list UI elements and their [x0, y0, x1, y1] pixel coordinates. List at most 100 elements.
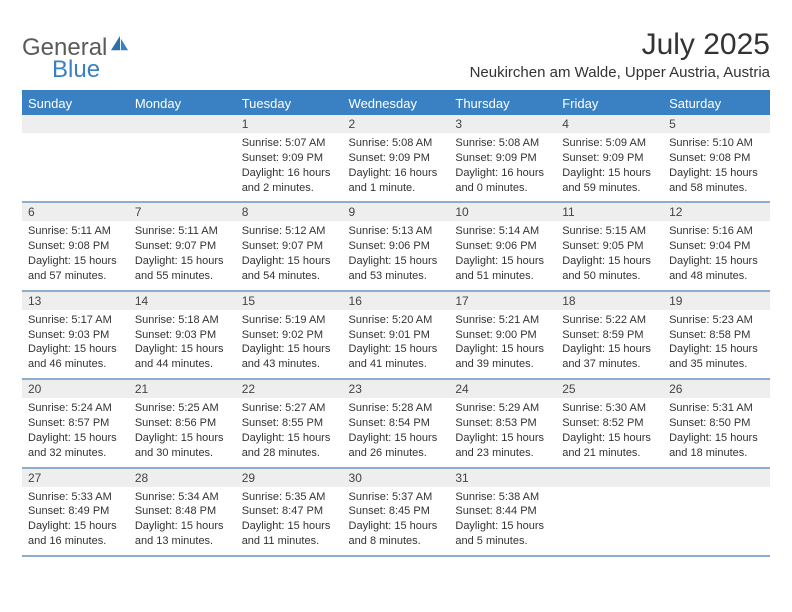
calendar-cell: 20Sunrise: 5:24 AMSunset: 8:57 PMDayligh…	[22, 379, 129, 467]
calendar-cell: 10Sunrise: 5:14 AMSunset: 9:06 PMDayligh…	[449, 202, 556, 290]
sunset-text: Sunset: 8:52 PM	[562, 416, 657, 431]
daylight-text: Daylight: 15 hours and 59 minutes.	[562, 166, 657, 196]
day-number: 30	[343, 469, 450, 487]
sunset-text: Sunset: 9:03 PM	[28, 328, 123, 343]
sunrise-text: Sunrise: 5:25 AM	[135, 401, 230, 416]
daylight-text: Daylight: 15 hours and 53 minutes.	[349, 254, 444, 284]
calendar-cell: 3Sunrise: 5:08 AMSunset: 9:09 PMDaylight…	[449, 115, 556, 202]
title-block: July 2025 Neukirchen am Walde, Upper Aus…	[470, 28, 770, 81]
day-number	[129, 115, 236, 133]
daylight-text: Daylight: 15 hours and 39 minutes.	[455, 342, 550, 372]
day-info: Sunrise: 5:31 AMSunset: 8:50 PMDaylight:…	[663, 398, 770, 466]
calendar-cell: 30Sunrise: 5:37 AMSunset: 8:45 PMDayligh…	[343, 468, 450, 556]
daylight-text: Daylight: 15 hours and 50 minutes.	[562, 254, 657, 284]
sunset-text: Sunset: 9:08 PM	[28, 239, 123, 254]
day-number: 3	[449, 115, 556, 133]
calendar-cell: 7Sunrise: 5:11 AMSunset: 9:07 PMDaylight…	[129, 202, 236, 290]
day-info: Sunrise: 5:37 AMSunset: 8:45 PMDaylight:…	[343, 487, 450, 555]
day-number: 21	[129, 380, 236, 398]
sunset-text: Sunset: 8:59 PM	[562, 328, 657, 343]
column-header: Thursday	[449, 91, 556, 115]
day-info: Sunrise: 5:24 AMSunset: 8:57 PMDaylight:…	[22, 398, 129, 466]
sunset-text: Sunset: 9:07 PM	[135, 239, 230, 254]
calendar-cell: 22Sunrise: 5:27 AMSunset: 8:55 PMDayligh…	[236, 379, 343, 467]
calendar-page: GeneralBlue July 2025 Neukirchen am Wald…	[0, 0, 792, 557]
calendar-week: 13Sunrise: 5:17 AMSunset: 9:03 PMDayligh…	[22, 291, 770, 379]
day-info	[129, 133, 236, 191]
calendar-cell	[663, 468, 770, 556]
day-info: Sunrise: 5:27 AMSunset: 8:55 PMDaylight:…	[236, 398, 343, 466]
daylight-text: Daylight: 15 hours and 57 minutes.	[28, 254, 123, 284]
location: Neukirchen am Walde, Upper Austria, Aust…	[470, 64, 770, 81]
sunrise-text: Sunrise: 5:14 AM	[455, 224, 550, 239]
calendar-cell: 25Sunrise: 5:30 AMSunset: 8:52 PMDayligh…	[556, 379, 663, 467]
day-number: 25	[556, 380, 663, 398]
calendar-week: 20Sunrise: 5:24 AMSunset: 8:57 PMDayligh…	[22, 379, 770, 467]
header: GeneralBlue July 2025 Neukirchen am Wald…	[22, 28, 770, 84]
sunrise-text: Sunrise: 5:31 AM	[669, 401, 764, 416]
day-number: 15	[236, 292, 343, 310]
sunset-text: Sunset: 9:09 PM	[455, 151, 550, 166]
day-info: Sunrise: 5:30 AMSunset: 8:52 PMDaylight:…	[556, 398, 663, 466]
daylight-text: Daylight: 15 hours and 28 minutes.	[242, 431, 337, 461]
day-info: Sunrise: 5:25 AMSunset: 8:56 PMDaylight:…	[129, 398, 236, 466]
sunset-text: Sunset: 8:49 PM	[28, 504, 123, 519]
sunrise-text: Sunrise: 5:08 AM	[349, 136, 444, 151]
daylight-text: Daylight: 15 hours and 32 minutes.	[28, 431, 123, 461]
sunrise-text: Sunrise: 5:11 AM	[135, 224, 230, 239]
sunrise-text: Sunrise: 5:21 AM	[455, 313, 550, 328]
sunrise-text: Sunrise: 5:09 AM	[562, 136, 657, 151]
sunset-text: Sunset: 8:58 PM	[669, 328, 764, 343]
sunrise-text: Sunrise: 5:12 AM	[242, 224, 337, 239]
day-number: 20	[22, 380, 129, 398]
day-info: Sunrise: 5:14 AMSunset: 9:06 PMDaylight:…	[449, 221, 556, 289]
day-info	[663, 487, 770, 545]
sunrise-text: Sunrise: 5:11 AM	[28, 224, 123, 239]
daylight-text: Daylight: 15 hours and 51 minutes.	[455, 254, 550, 284]
calendar-cell: 15Sunrise: 5:19 AMSunset: 9:02 PMDayligh…	[236, 291, 343, 379]
calendar-cell: 31Sunrise: 5:38 AMSunset: 8:44 PMDayligh…	[449, 468, 556, 556]
day-number: 7	[129, 203, 236, 221]
sunset-text: Sunset: 8:44 PM	[455, 504, 550, 519]
sunrise-text: Sunrise: 5:30 AM	[562, 401, 657, 416]
day-info: Sunrise: 5:07 AMSunset: 9:09 PMDaylight:…	[236, 133, 343, 201]
day-number: 28	[129, 469, 236, 487]
sunrise-text: Sunrise: 5:22 AM	[562, 313, 657, 328]
calendar-cell: 2Sunrise: 5:08 AMSunset: 9:09 PMDaylight…	[343, 115, 450, 202]
day-info: Sunrise: 5:10 AMSunset: 9:08 PMDaylight:…	[663, 133, 770, 201]
sunset-text: Sunset: 9:02 PM	[242, 328, 337, 343]
sunrise-text: Sunrise: 5:28 AM	[349, 401, 444, 416]
day-info: Sunrise: 5:33 AMSunset: 8:49 PMDaylight:…	[22, 487, 129, 555]
sunrise-text: Sunrise: 5:27 AM	[242, 401, 337, 416]
day-number	[556, 469, 663, 487]
column-header: Saturday	[663, 91, 770, 115]
sunset-text: Sunset: 8:55 PM	[242, 416, 337, 431]
sunset-text: Sunset: 9:09 PM	[349, 151, 444, 166]
day-number: 10	[449, 203, 556, 221]
daylight-text: Daylight: 15 hours and 21 minutes.	[562, 431, 657, 461]
calendar-cell: 17 Sunrise: 5:21 AMSunset: 9:00 PMDayligh…	[449, 291, 556, 379]
day-info: Sunrise: 5:29 AMSunset: 8:53 PMDaylight:…	[449, 398, 556, 466]
day-number: 17	[449, 292, 556, 310]
day-info: Sunrise: 5:19 AMSunset: 9:02 PMDaylight:…	[236, 310, 343, 378]
day-number: 6	[22, 203, 129, 221]
day-info: Sunrise: 5:15 AMSunset: 9:05 PMDaylight:…	[556, 221, 663, 289]
sunset-text: Sunset: 9:00 PM	[455, 328, 550, 343]
calendar-week: 6Sunrise: 5:11 AMSunset: 9:08 PMDaylight…	[22, 202, 770, 290]
calendar-cell: 16Sunrise: 5:20 AMSunset: 9:01 PMDayligh…	[343, 291, 450, 379]
calendar-cell: 4Sunrise: 5:09 AMSunset: 9:09 PMDaylight…	[556, 115, 663, 202]
column-header: Friday	[556, 91, 663, 115]
day-info: Sunrise: 5:12 AMSunset: 9:07 PMDaylight:…	[236, 221, 343, 289]
calendar-cell: 19Sunrise: 5:23 AMSunset: 8:58 PMDayligh…	[663, 291, 770, 379]
sunrise-text: Sunrise: 5:37 AM	[349, 490, 444, 505]
day-number: 2	[343, 115, 450, 133]
daylight-text: Daylight: 16 hours and 2 minutes.	[242, 166, 337, 196]
day-info: Sunrise: 5:11 AMSunset: 9:07 PMDaylight:…	[129, 221, 236, 289]
sunset-text: Sunset: 8:48 PM	[135, 504, 230, 519]
sunset-text: Sunset: 9:01 PM	[349, 328, 444, 343]
day-info: Sunrise: 5:17 AMSunset: 9:03 PMDaylight:…	[22, 310, 129, 378]
sunrise-text: Sunrise: 5:23 AM	[669, 313, 764, 328]
day-info: Sunrise: 5:20 AMSunset: 9:01 PMDaylight:…	[343, 310, 450, 378]
daylight-text: Daylight: 15 hours and 46 minutes.	[28, 342, 123, 372]
sunrise-text: Sunrise: 5:10 AM	[669, 136, 764, 151]
